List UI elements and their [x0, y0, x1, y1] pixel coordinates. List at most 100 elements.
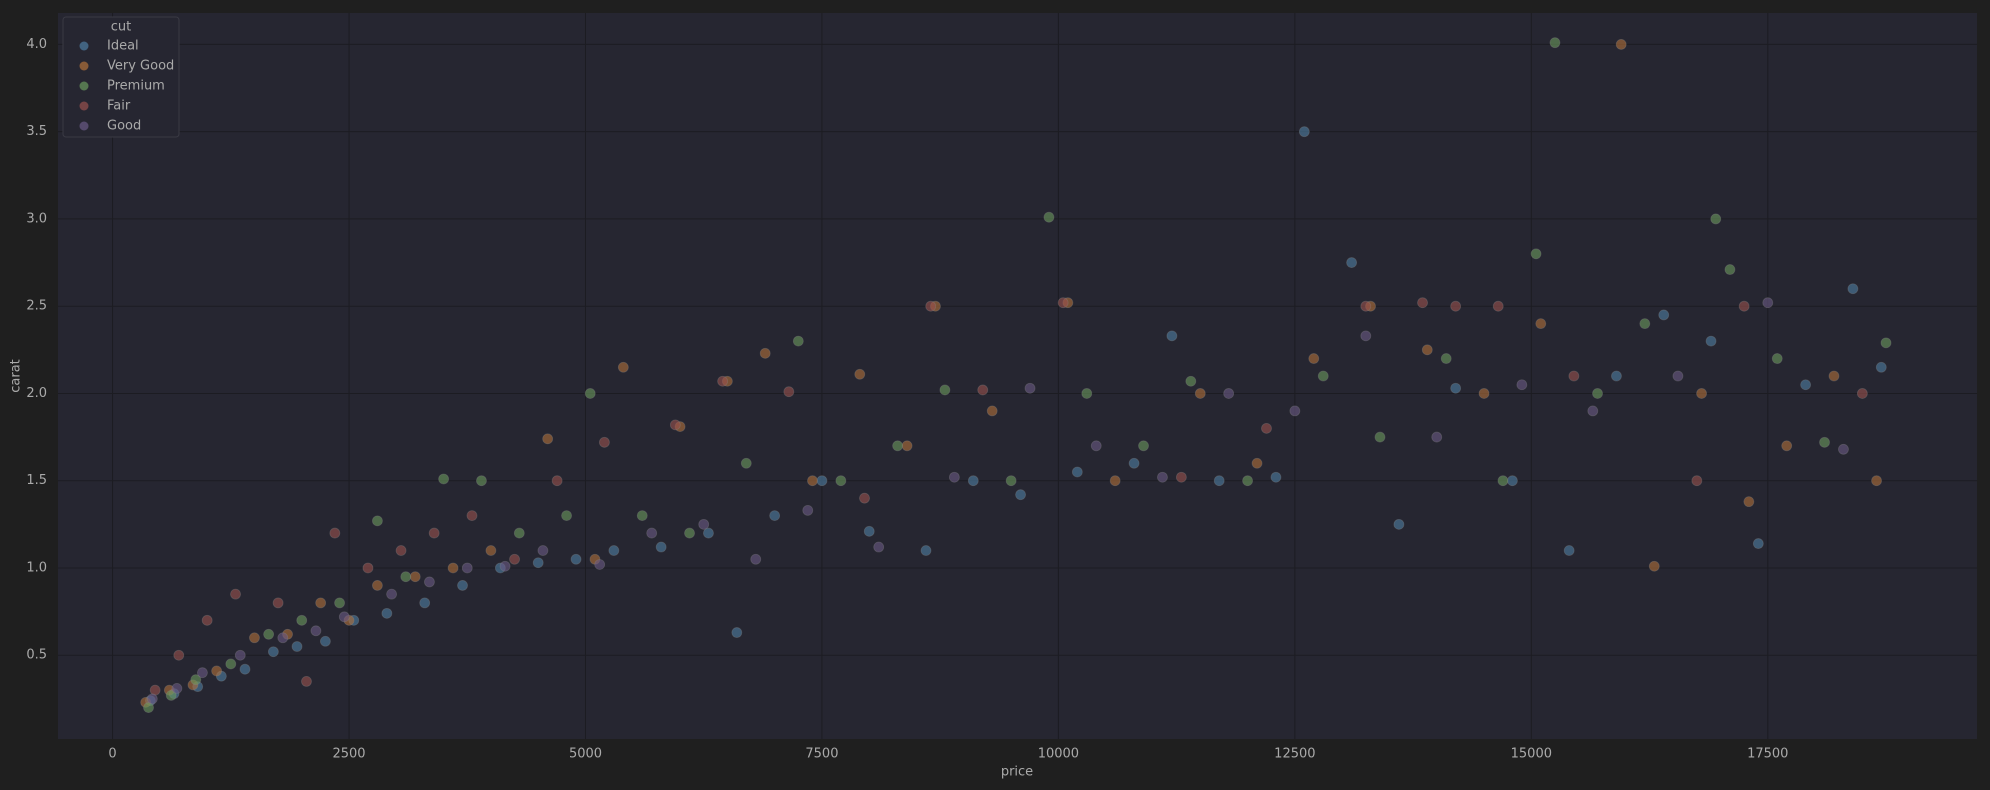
x-tick-label: 15000 — [1511, 747, 1552, 762]
scatter-point — [1450, 382, 1462, 394]
scatter-point — [1705, 335, 1717, 347]
scatter-point — [892, 440, 904, 452]
scatter-point — [461, 562, 473, 574]
scatter-point — [863, 525, 875, 537]
scatter-point — [920, 545, 932, 556]
scatter-point — [424, 576, 435, 588]
scatter-point — [428, 527, 440, 539]
scatter-point — [1223, 388, 1235, 399]
scatter-point — [225, 658, 237, 670]
scatter-point — [1828, 370, 1840, 382]
scatter-point — [1043, 211, 1055, 223]
scatter-point — [1648, 560, 1660, 572]
scatter-point — [1530, 248, 1542, 260]
scatter-point — [190, 674, 202, 686]
scatter-point — [1672, 370, 1684, 382]
scatter-point — [419, 597, 431, 609]
legend: cut Ideal Very Good Premium Fair Good — [62, 16, 180, 138]
legend-title: cut — [111, 20, 131, 35]
x-tick-label: 10000 — [1038, 747, 1079, 762]
scatter-point — [1696, 388, 1707, 399]
scatter-point — [513, 527, 525, 539]
scatter-point — [1507, 475, 1518, 487]
scatter-point — [1317, 370, 1329, 382]
scatter-point — [1563, 545, 1575, 556]
scatter-point — [1771, 353, 1783, 364]
scatter-point — [859, 492, 870, 504]
scatter-point — [1242, 475, 1253, 487]
scatter-point — [263, 628, 275, 640]
scatter-point — [698, 518, 710, 530]
scatter-point — [310, 625, 322, 637]
y-tick-label: 1.0 — [26, 560, 47, 575]
y-axis-label: carat — [9, 359, 24, 393]
legend-label: Premium — [107, 79, 165, 94]
scatter-point — [499, 560, 511, 572]
scatter-point — [301, 676, 312, 687]
y-tick-label: 4.0 — [26, 37, 47, 52]
scatter-point — [925, 300, 937, 312]
x-tick-label: 7500 — [805, 747, 838, 762]
scatter-point — [740, 457, 752, 469]
scatter-point — [1875, 361, 1887, 373]
legend-label: Very Good — [107, 59, 174, 74]
legend-marker — [79, 81, 89, 91]
scatter-point — [1497, 475, 1509, 487]
scatter-point — [1421, 344, 1433, 356]
scatter-point — [1308, 353, 1320, 364]
scatter-point — [315, 597, 327, 609]
scatter-point — [1450, 300, 1462, 312]
scatter-point — [636, 510, 648, 522]
legend-marker — [79, 41, 89, 51]
scatter-point — [532, 557, 544, 569]
scatter-point — [1762, 297, 1774, 309]
scatter-point — [816, 475, 828, 487]
scatter-point — [1639, 318, 1651, 330]
scatter-point — [1724, 264, 1736, 275]
scatter-point — [1838, 443, 1849, 455]
scatter-point — [617, 361, 629, 373]
scatter-point — [447, 562, 459, 574]
scatter-point — [1081, 388, 1093, 399]
scatter-point — [939, 384, 951, 396]
scatter-point — [1743, 496, 1755, 508]
scatter-point — [1346, 257, 1358, 268]
scatter-point — [1752, 538, 1764, 549]
scatter-point — [400, 571, 412, 583]
scatter-point — [1658, 309, 1670, 321]
scatter-point — [395, 545, 407, 556]
scatter-point — [409, 571, 421, 583]
scatter-point — [1057, 297, 1069, 309]
scatter-point — [230, 588, 241, 600]
x-axis-label: price — [1001, 765, 1033, 780]
scatter-point — [1213, 475, 1225, 487]
scatter-point — [466, 510, 478, 522]
scatter-point — [1015, 489, 1026, 501]
scatter-point — [948, 471, 960, 483]
scatter-point — [381, 607, 393, 619]
scatter-point — [171, 682, 183, 694]
scatter-point — [1516, 379, 1528, 391]
scatter-point — [684, 527, 695, 539]
scatter-point — [476, 475, 487, 487]
scatter-point — [1289, 405, 1301, 417]
scatter-point — [608, 545, 620, 556]
scatter-point — [1024, 382, 1036, 394]
scatter-point — [584, 388, 596, 399]
scatter-point — [1871, 475, 1882, 487]
scatter-point — [239, 663, 251, 675]
scatter-point — [1138, 440, 1149, 452]
y-tick-label: 2.5 — [26, 299, 47, 314]
scatter-point — [1568, 370, 1580, 382]
legend-marker — [79, 101, 89, 111]
scatter-point — [977, 384, 989, 396]
scatter-point — [1261, 422, 1272, 434]
scatter-point — [1847, 283, 1859, 295]
scatter-point — [386, 588, 397, 600]
scatter-point — [1393, 518, 1405, 530]
scatter-point — [807, 475, 818, 487]
scatter-point — [1549, 37, 1561, 49]
scatter-point — [669, 419, 681, 431]
x-tick-label: 2500 — [332, 747, 365, 762]
scatter-point — [1360, 300, 1372, 312]
